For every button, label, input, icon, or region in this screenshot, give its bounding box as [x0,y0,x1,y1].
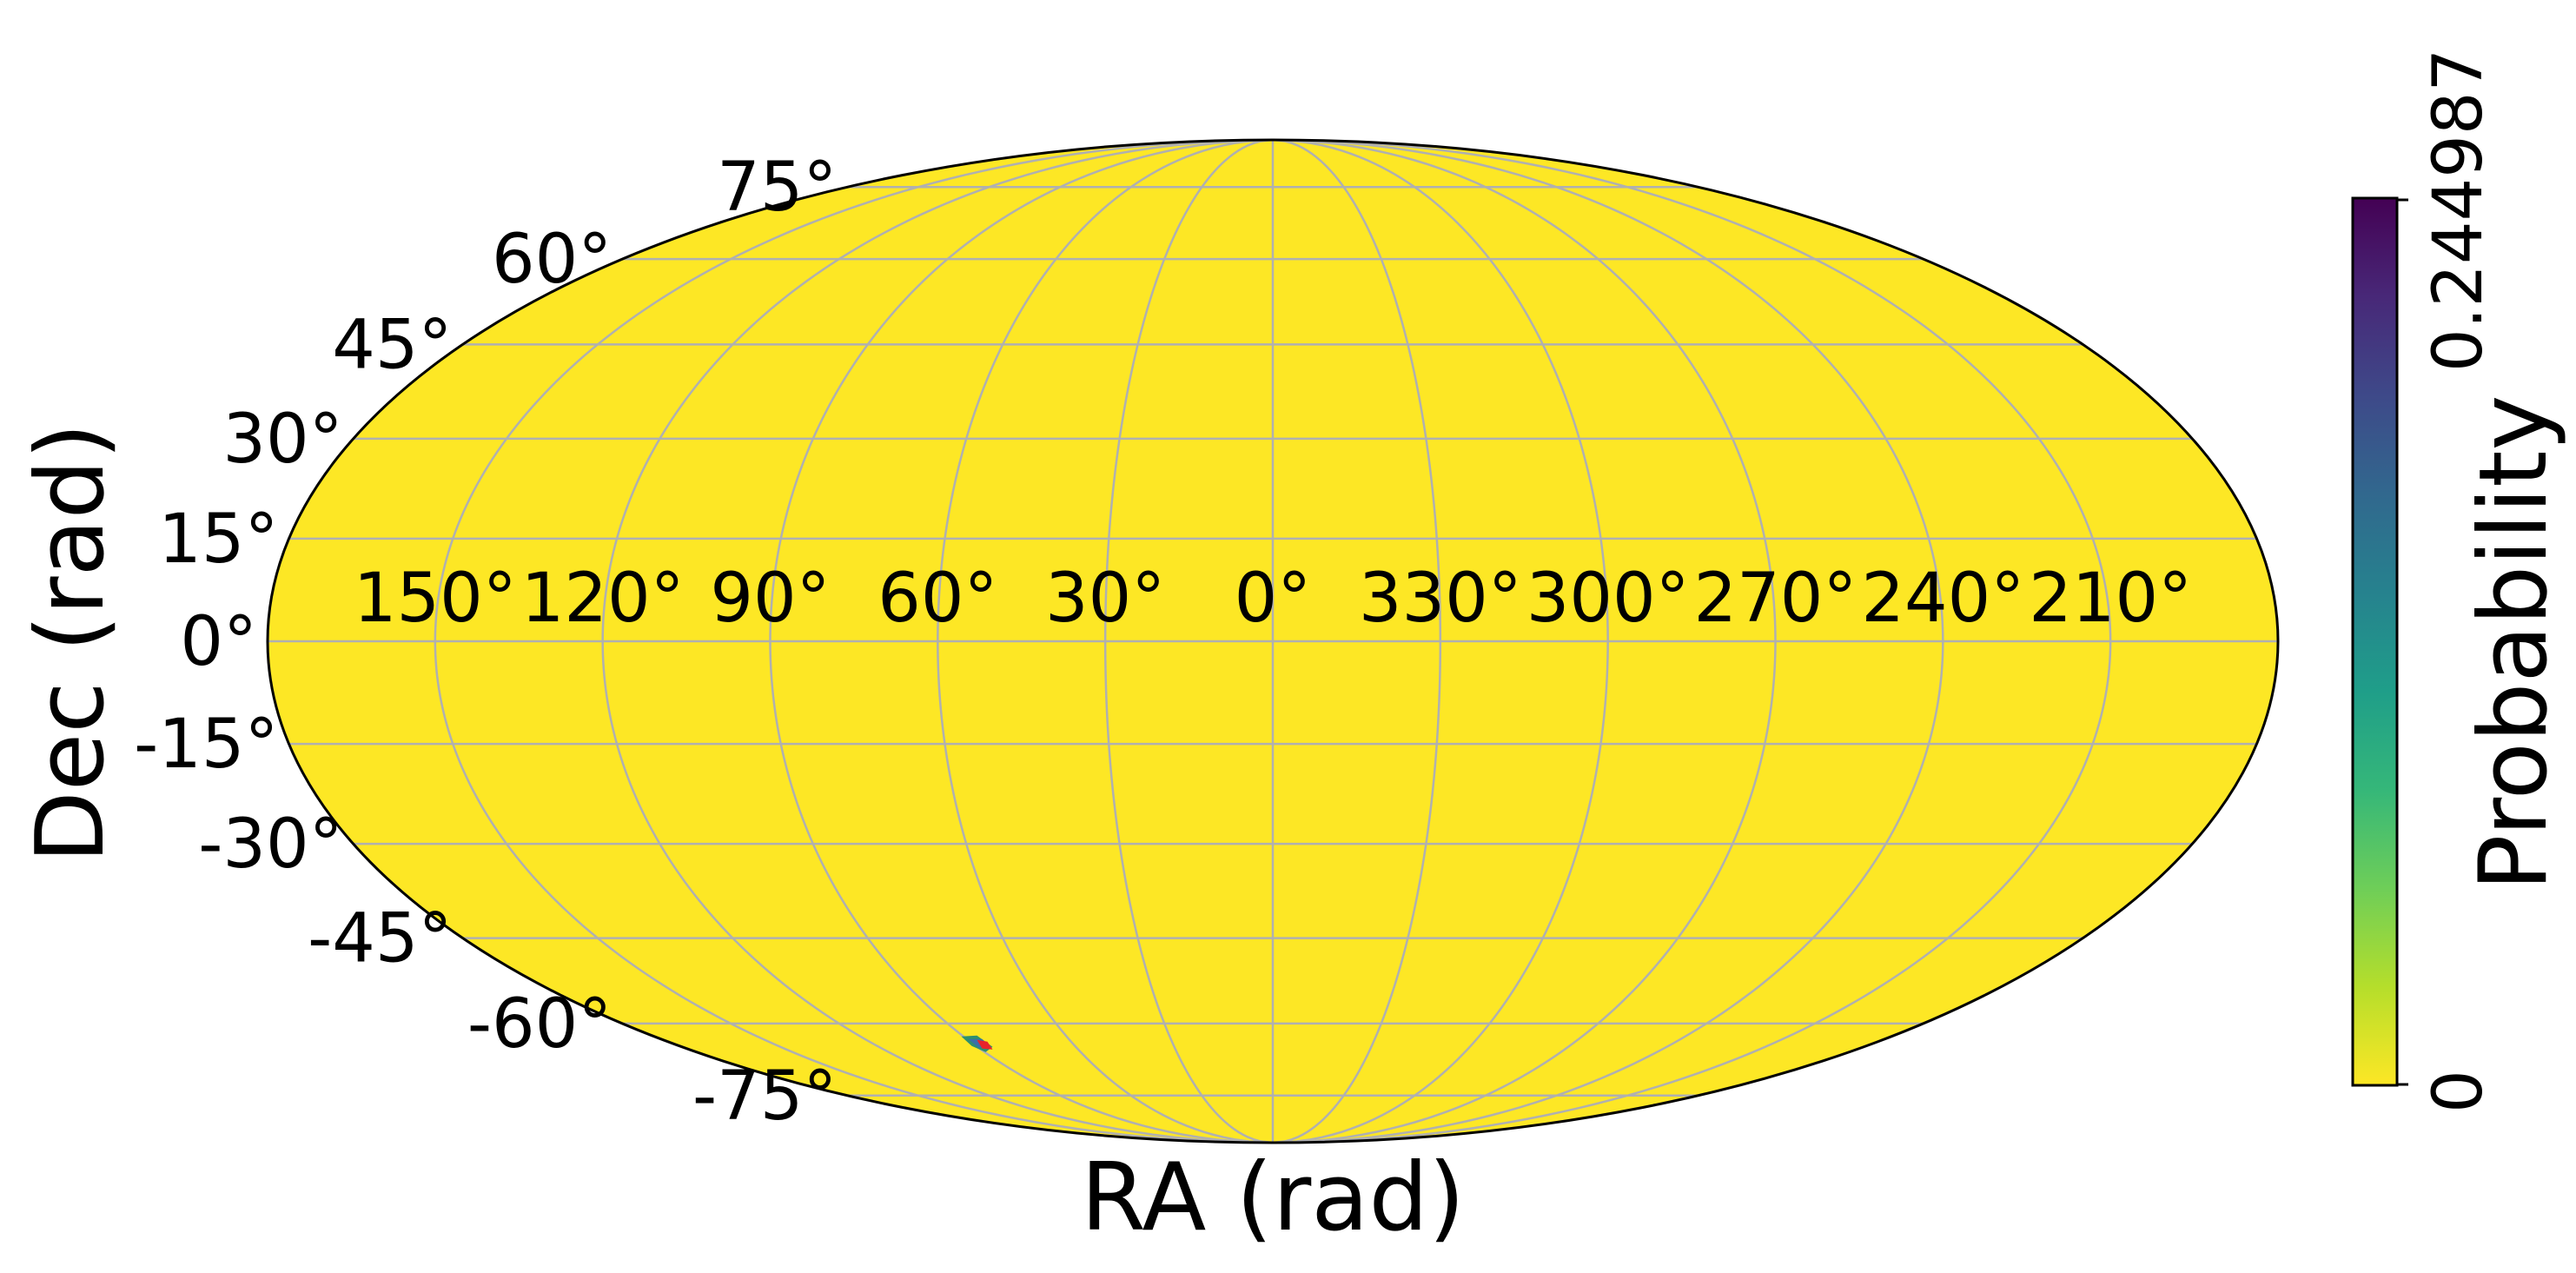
dec-tick-label: 15° [158,501,278,579]
ra-tick-label: 240° [1861,560,2024,638]
map-outline [266,138,2280,1144]
dec-tick-label: 75° [717,149,837,227]
ra-tick-label: 90° [710,560,830,638]
dec-tick-label: -30° [198,806,342,884]
x-axis-title: RA (rad) [1081,1144,1465,1252]
hotspot-core [977,1039,993,1050]
ra-tick-label: 330° [1359,560,1522,638]
ra-tick-label: 120° [521,560,685,638]
colorbar [2351,196,2399,1087]
colorbar-label: Probability [2460,395,2568,892]
dec-tick-label: 45° [332,306,452,384]
dec-tick-label: 60° [492,221,612,299]
dec-tick-label: -75° [692,1058,837,1136]
colorbar-tick-label-max: 0.244987 [2420,49,2498,372]
ra-tick-label: 270° [1694,560,1858,638]
ra-tick-label: 0° [1235,560,1312,638]
ra-tick-label: 210° [2029,560,2192,638]
ra-tick-label: 60° [877,560,997,638]
dec-tick-label: 0° [180,603,257,681]
dec-tick-label: -60° [467,985,612,1064]
dec-tick-label: -15° [134,706,278,784]
dec-tick-label: -45° [308,900,452,978]
dec-tick-label: 30° [222,401,342,479]
ra-tick-label: 150° [354,560,517,638]
ra-tick-labels: 150° 120° 90° 60° 30° 0° 330° 300° 270° 240° 210° [354,560,2192,638]
probability-hotspot [961,1035,993,1052]
y-axis-title: Dec (rad) [17,423,125,864]
ra-tick-label: 30° [1045,560,1165,638]
colorbar-tick-label-min: 0 [2420,1070,2498,1113]
dec-tick-labels: 75° 60° 45° 30° 15° 0° -15° -30° -45°-60° -75° [134,149,837,1136]
ra-tick-label: 300° [1526,560,1690,638]
